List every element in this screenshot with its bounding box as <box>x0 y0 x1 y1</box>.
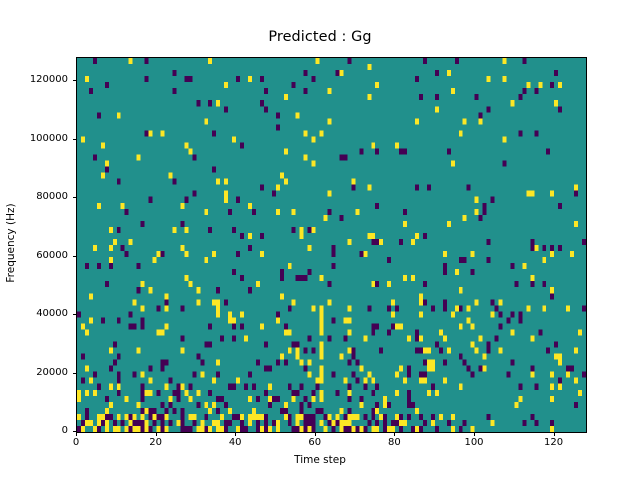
x-tick-mark <box>76 432 77 436</box>
y-tick-mark <box>72 372 76 374</box>
x-tick-mark <box>155 432 157 436</box>
x-tick-label: 100 <box>464 437 484 448</box>
x-tick-label: 20 <box>149 437 162 448</box>
y-tick-label: 80000 <box>36 191 68 203</box>
chart-title: Predicted : Gg <box>268 29 372 45</box>
x-tick-label: 80 <box>388 437 401 448</box>
y-tick-mark <box>72 80 76 82</box>
y-tick-label: 120000 <box>29 74 68 86</box>
x-tick-mark <box>553 432 555 436</box>
y-tick-label: 60000 <box>36 249 68 261</box>
y-tick-label: 100000 <box>29 132 68 144</box>
x-tick-label: 60 <box>308 437 322 448</box>
x-tick-label: 40 <box>228 437 242 448</box>
x-axis-label: Time step <box>294 454 346 466</box>
heatmap-axes <box>76 57 587 433</box>
y-tick-mark <box>72 138 76 140</box>
heatmap-image <box>77 58 586 432</box>
y-tick-mark <box>72 431 76 432</box>
y-tick-label: 40000 <box>36 308 68 320</box>
x-tick-mark <box>474 432 475 436</box>
y-tick-label: 0 <box>61 425 68 436</box>
x-tick-mark <box>314 432 316 436</box>
y-tick-label: 20000 <box>36 366 68 378</box>
y-axis-label: Frequency (Hz) <box>5 203 17 283</box>
y-tick-mark <box>72 255 76 257</box>
x-tick-label: 0 <box>72 437 80 448</box>
y-tick-mark <box>72 197 76 199</box>
x-tick-mark <box>235 432 237 436</box>
x-tick-mark <box>394 432 396 436</box>
x-tick-label: 120 <box>544 437 564 448</box>
y-tick-mark <box>72 314 76 316</box>
